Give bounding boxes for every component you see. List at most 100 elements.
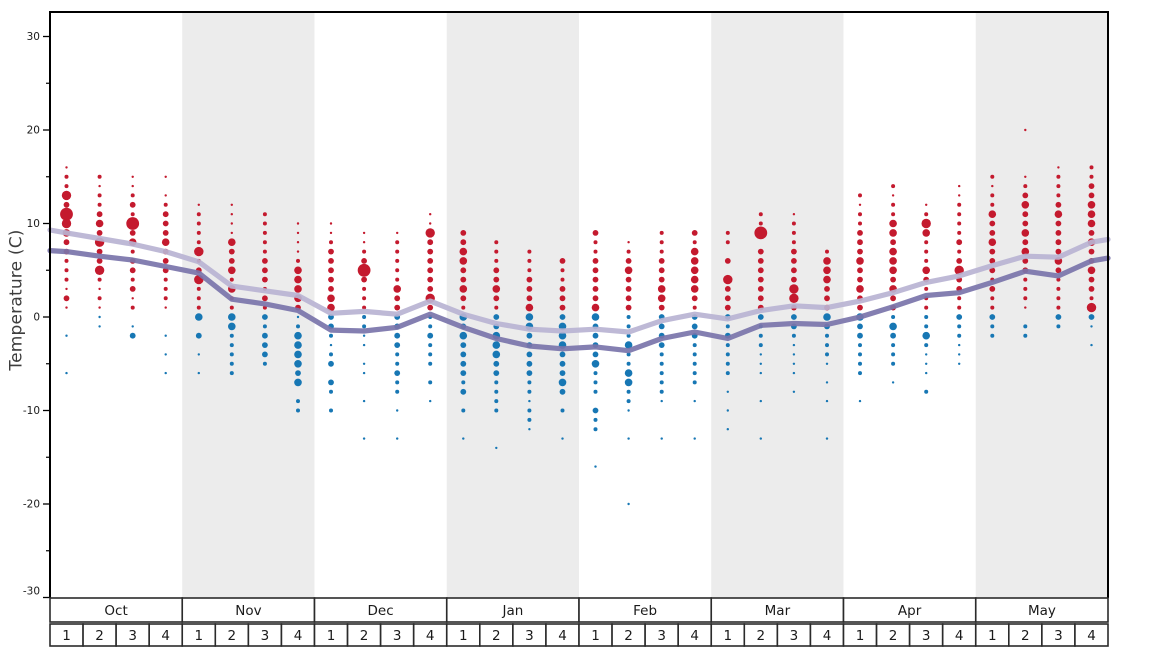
max-temp-dot	[131, 175, 134, 178]
y-axis: 30 20 10 0 -10 -20 -30	[23, 31, 50, 599]
min-temp-dot	[229, 361, 234, 366]
max-temp-dot	[196, 305, 201, 310]
max-temp-dot	[126, 217, 140, 230]
max-temp-dot	[362, 296, 367, 301]
max-temp-dot	[194, 246, 204, 257]
week-label: 3	[525, 628, 534, 644]
max-temp-dot	[989, 286, 996, 292]
min-temp-dot	[957, 333, 962, 338]
max-temp-dot	[724, 295, 731, 302]
max-temp-dot	[527, 258, 532, 263]
min-temp-dot	[197, 371, 200, 375]
max-temp-dot	[924, 258, 929, 263]
min-temp-dot	[660, 437, 663, 440]
min-temp-dot	[792, 343, 796, 347]
max-temp-dot	[97, 296, 102, 301]
min-temp-dot	[659, 380, 664, 385]
max-temp-dot	[61, 218, 72, 229]
min-temp-dot	[328, 379, 334, 386]
min-temp-dot	[526, 370, 533, 376]
min-temp-dot	[626, 333, 631, 338]
min-temp-dot	[792, 390, 796, 393]
min-temp-dot	[956, 314, 963, 320]
max-temp-dot	[427, 276, 434, 283]
max-temp-dot	[724, 286, 731, 292]
max-temp-dot	[990, 305, 995, 310]
min-temp-dot	[693, 437, 696, 440]
min-temp-dot	[296, 315, 300, 319]
min-temp-dot	[658, 323, 665, 330]
max-temp-dot	[791, 248, 797, 255]
min-temp-dot	[858, 371, 862, 376]
max-temp-dot	[262, 276, 268, 283]
y-tick-label: 0	[33, 312, 40, 324]
min-temp-dot	[624, 341, 633, 349]
max-temp-dot	[625, 286, 632, 292]
min-temp-dot	[460, 360, 467, 367]
max-temp-dot	[1055, 267, 1062, 274]
max-temp-dot	[262, 249, 267, 254]
min-temp-dot	[825, 437, 829, 440]
min-temp-dot	[792, 362, 796, 365]
max-temp-dot	[592, 286, 599, 292]
min-temp-dot	[396, 437, 399, 440]
min-temp-dot	[725, 343, 730, 348]
week-label: 4	[955, 628, 964, 644]
min-temp-dot	[891, 343, 896, 348]
max-temp-dot	[65, 166, 68, 169]
max-temp-dot	[957, 202, 962, 207]
min-temp-dot	[592, 351, 599, 358]
max-temp-dot	[691, 295, 698, 302]
max-temp-dot	[957, 221, 962, 226]
max-temp-dot	[823, 275, 831, 284]
min-temp-dot	[627, 502, 630, 506]
max-temp-dot	[163, 296, 168, 301]
max-temp-dot	[196, 296, 201, 301]
month-label: Feb	[633, 603, 657, 619]
max-temp-dot	[1056, 296, 1061, 301]
min-temp-dot	[493, 314, 500, 320]
max-temp-dot	[1021, 247, 1030, 256]
min-temp-dot	[924, 389, 929, 394]
max-temp-dot	[395, 249, 400, 254]
min-temp-dot	[493, 370, 500, 376]
week-label: 3	[922, 628, 931, 644]
max-temp-dot	[65, 306, 68, 309]
max-temp-dot	[362, 231, 366, 235]
max-temp-dot	[924, 249, 929, 254]
week-label: 4	[558, 628, 567, 644]
max-temp-dot	[196, 230, 201, 235]
max-temp-dot	[559, 258, 566, 264]
min-temp-dot	[924, 324, 929, 329]
min-temp-dot	[726, 409, 729, 412]
max-temp-dot	[625, 276, 632, 283]
max-temp-dot	[130, 277, 135, 282]
min-temp-dot	[626, 324, 631, 329]
min-temp-dot	[428, 324, 433, 329]
min-temp-dot	[494, 389, 499, 394]
max-temp-dot	[559, 295, 566, 302]
week-label: 4	[823, 628, 832, 644]
max-temp-dot	[989, 230, 996, 236]
min-temp-dot	[559, 388, 566, 395]
min-temp-dot	[429, 399, 432, 403]
week-label: 4	[426, 628, 435, 644]
min-temp-dot	[294, 378, 302, 387]
min-temp-dot	[329, 343, 333, 347]
min-temp-dot	[825, 352, 829, 357]
min-temp-dot	[528, 399, 531, 403]
max-temp-dot	[327, 294, 335, 303]
min-temp-dot	[559, 370, 566, 376]
max-temp-dot	[1056, 184, 1061, 189]
min-temp-dot	[1023, 333, 1028, 338]
max-temp-dot	[592, 295, 599, 302]
min-temp-dot	[561, 437, 564, 440]
min-temp-dot	[791, 333, 796, 338]
max-temp-dot	[659, 249, 664, 254]
week-label: 3	[657, 628, 666, 644]
min-temp-dot	[725, 352, 730, 357]
min-temp-dot	[658, 342, 665, 348]
week-label: 1	[988, 628, 997, 644]
max-temp-dot	[96, 248, 103, 255]
